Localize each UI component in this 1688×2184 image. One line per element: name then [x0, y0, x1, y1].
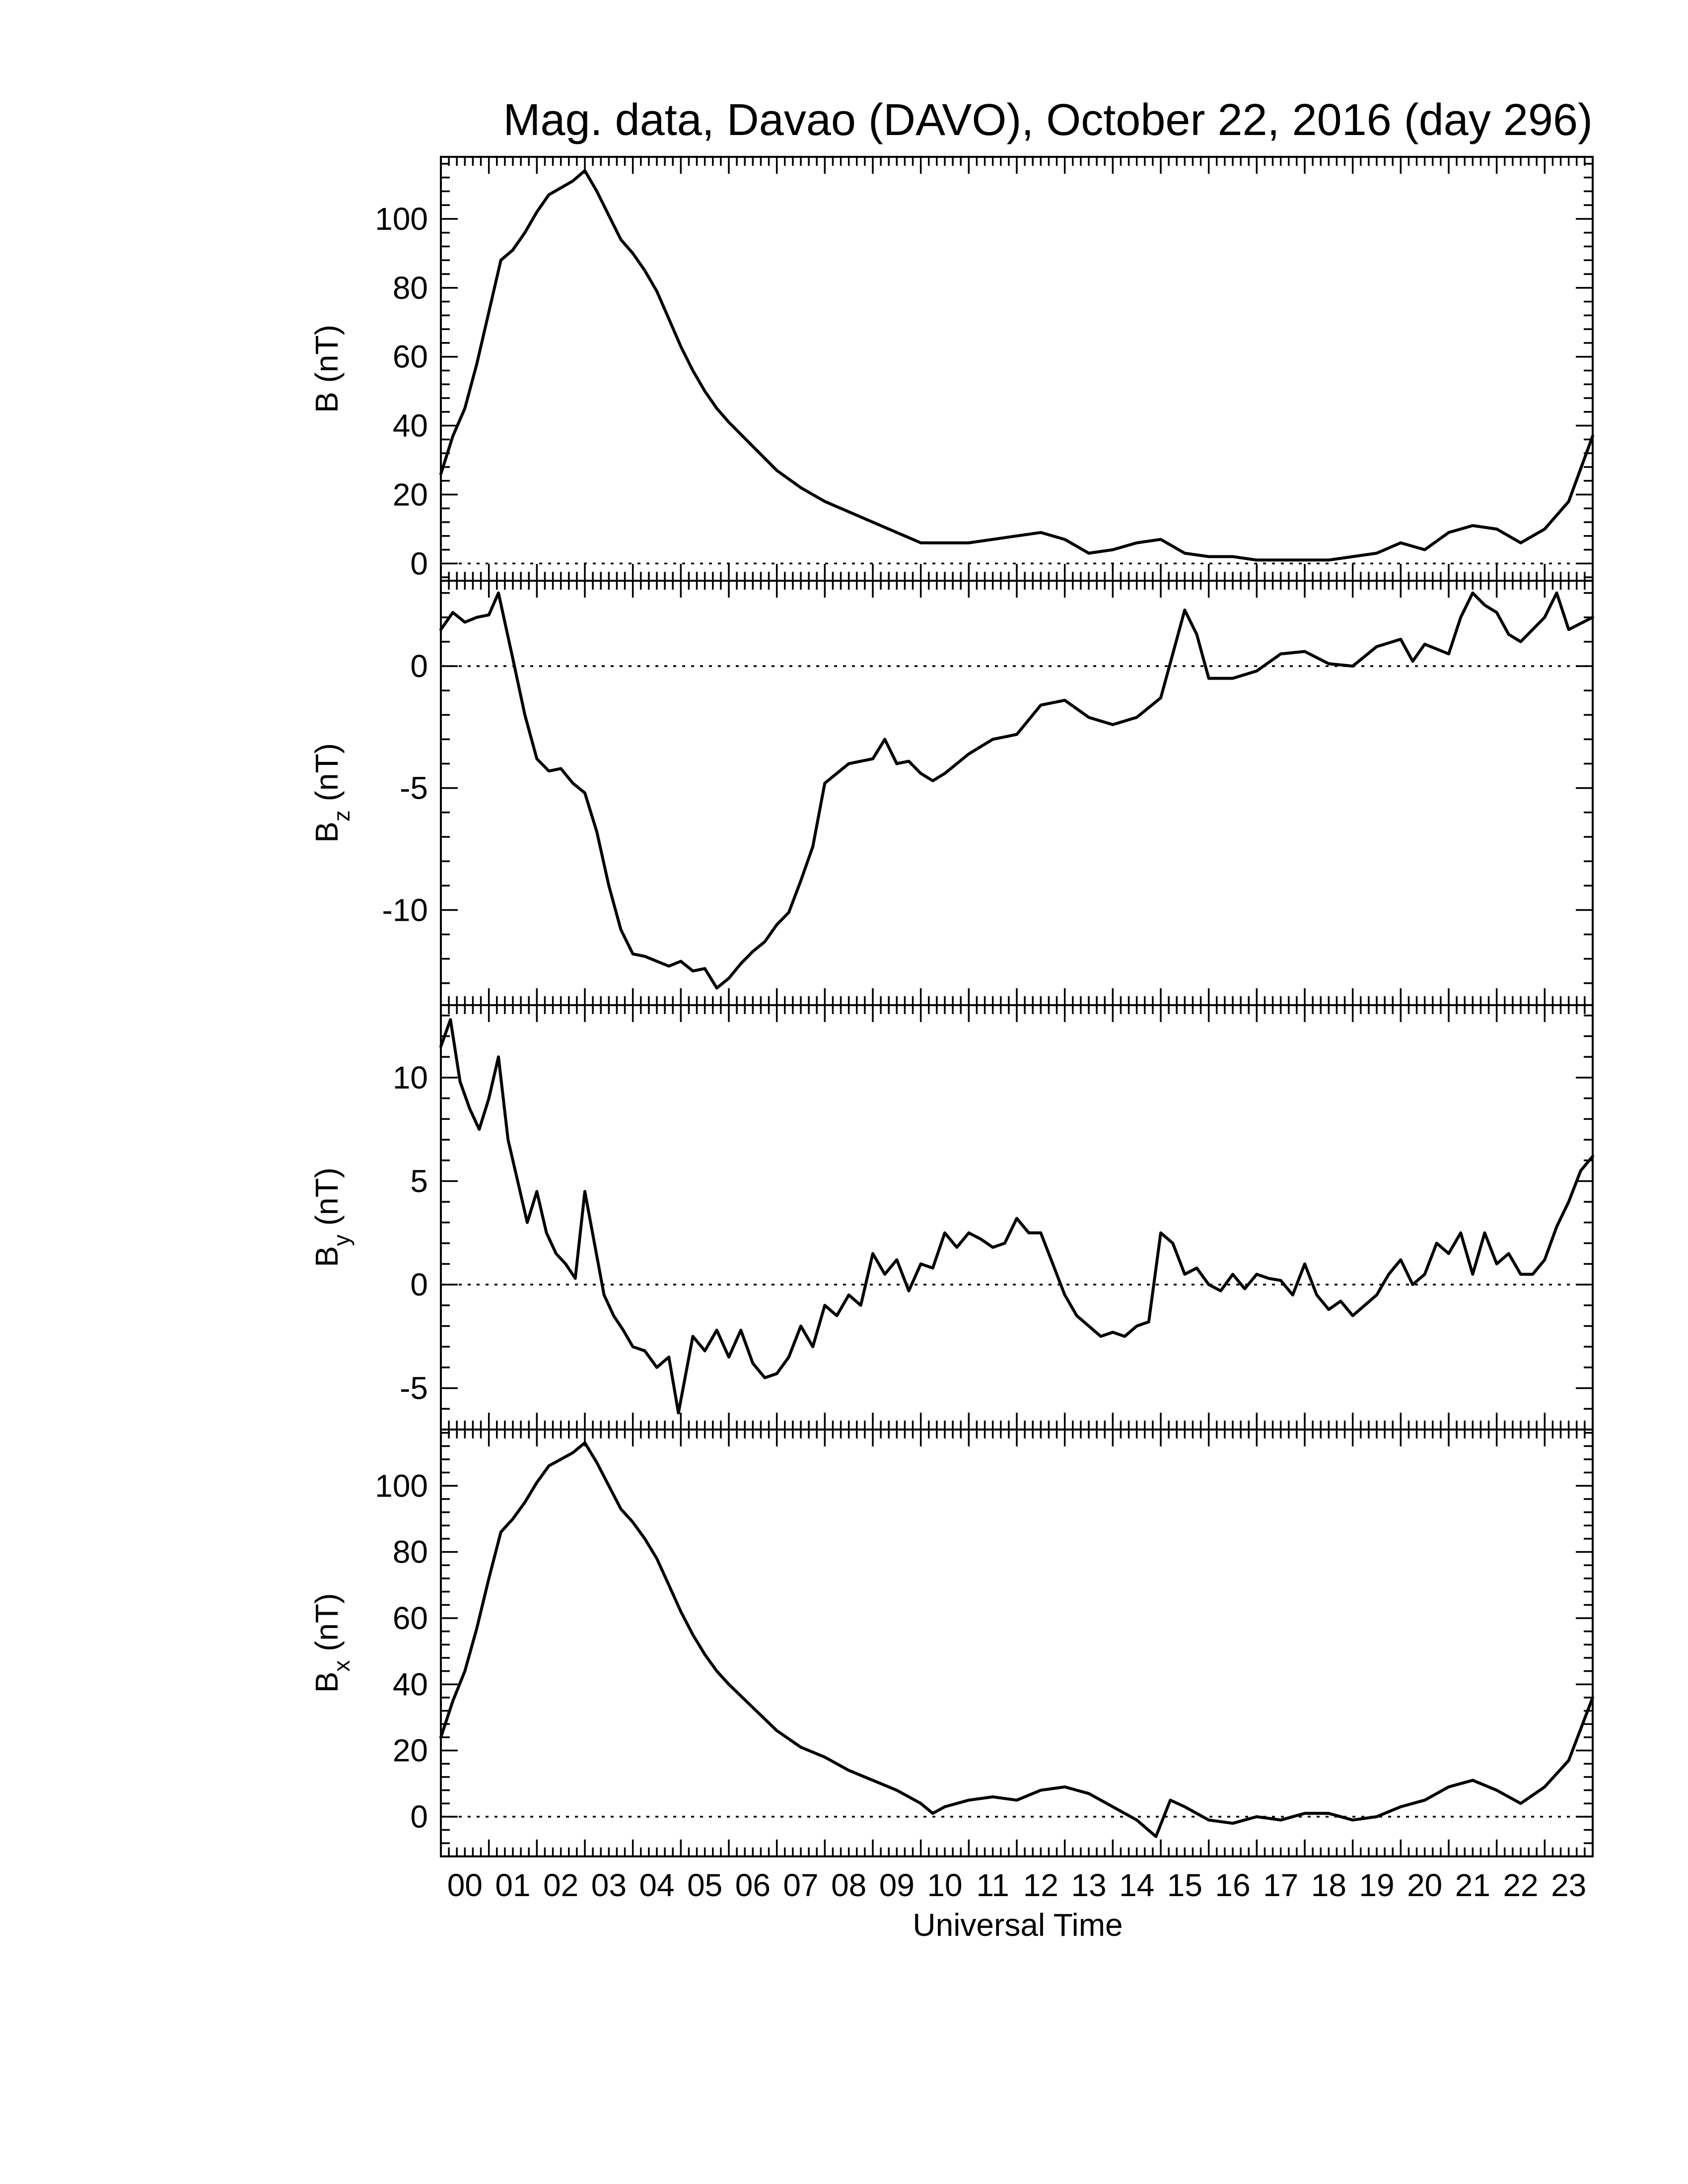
y-tick-label: -5 — [400, 1370, 428, 1406]
panel-frame — [440, 580, 1594, 1006]
x-axis-title: Universal Time — [913, 1907, 1123, 1943]
x-tick-label: 02 — [543, 1867, 578, 1903]
x-tick-label: 10 — [927, 1867, 962, 1903]
x-tick-label: 00 — [447, 1867, 483, 1903]
x-tick-label: 03 — [591, 1867, 627, 1903]
y-axis-label: Bz (nT) — [309, 743, 354, 843]
x-tick-label: 14 — [1119, 1867, 1154, 1903]
y-tick-label: 40 — [393, 408, 428, 444]
series-line-1 — [439, 591, 1594, 990]
x-tick-label: 11 — [976, 1867, 1009, 1903]
x-tick-label: 08 — [831, 1867, 866, 1903]
y-tick-label: 0 — [410, 1799, 428, 1835]
y-tick-label: 0 — [410, 546, 428, 581]
x-tick-label: 17 — [1263, 1867, 1298, 1903]
y-axis-label: Bx (nT) — [309, 1593, 354, 1693]
x-tick-label: 12 — [1023, 1867, 1058, 1903]
x-tick-label: 23 — [1551, 1867, 1586, 1903]
y-tick-label: 20 — [393, 1733, 428, 1769]
series-line-3 — [439, 1441, 1594, 1838]
x-tick-label: 05 — [687, 1867, 722, 1903]
panel-2: -5 0 5 10 By (nT) — [309, 1004, 1594, 1431]
y-tick-label: 20 — [393, 477, 428, 512]
panel-0: 0 20 40 60 80 100 B (nT) — [309, 156, 1594, 582]
y-axis-label: By (nT) — [309, 1167, 354, 1267]
y-axis-label: B (nT) — [309, 325, 345, 413]
series-line-2 — [439, 1018, 1594, 1415]
y-tick-label: 80 — [393, 270, 428, 306]
panel-frame — [440, 156, 1594, 582]
y-tick-label: 60 — [393, 339, 428, 375]
x-tick-label: 09 — [879, 1867, 914, 1903]
x-tick-label: 22 — [1503, 1867, 1538, 1903]
y-tick-label: 80 — [393, 1534, 428, 1570]
x-tick-label: 21 — [1455, 1867, 1490, 1903]
x-tick-label: 16 — [1215, 1867, 1250, 1903]
chart-title: Mag. data, Davao (DAVO), October 22, 201… — [503, 95, 1593, 145]
y-tick-label: 0 — [410, 648, 428, 684]
y-tick-label: 100 — [375, 201, 428, 237]
x-tick-label: 20 — [1407, 1867, 1442, 1903]
y-tick-label: 0 — [410, 1267, 428, 1302]
panel-1: -10 -5 0 Bz (nT) — [309, 580, 1594, 1006]
x-tick-label: 19 — [1359, 1867, 1394, 1903]
y-tick-label: -10 — [382, 892, 428, 928]
y-tick-label: 10 — [393, 1060, 428, 1095]
x-tick-label: 15 — [1167, 1867, 1202, 1903]
y-tick-label: 100 — [375, 1468, 428, 1503]
x-tick-label: 06 — [735, 1867, 771, 1903]
x-tick-label: 04 — [639, 1867, 674, 1903]
panel-3: 0 20 40 60 80 100 Bx (nT) — [309, 1429, 1594, 1857]
series-line-0 — [439, 169, 1594, 562]
x-tick-label: 01 — [495, 1867, 530, 1903]
y-tick-label: 5 — [410, 1163, 428, 1199]
x-tick-label: 13 — [1071, 1867, 1106, 1903]
x-axis: 00 01 02 03 04 05 06 07 08 09 10 11 12 13 14 15 16 17 18 19… — [447, 1867, 1587, 1903]
x-tick-label: 18 — [1311, 1867, 1346, 1903]
y-tick-label: 40 — [393, 1666, 428, 1702]
panels: 0 20 40 60 80 100 B (nT) -10 -5 0 Bz (nT) -5 0 5 10 By … — [309, 156, 1594, 1857]
x-tick-label: 07 — [783, 1867, 818, 1903]
y-tick-label: -5 — [400, 770, 428, 806]
y-tick-label: 60 — [393, 1600, 428, 1636]
